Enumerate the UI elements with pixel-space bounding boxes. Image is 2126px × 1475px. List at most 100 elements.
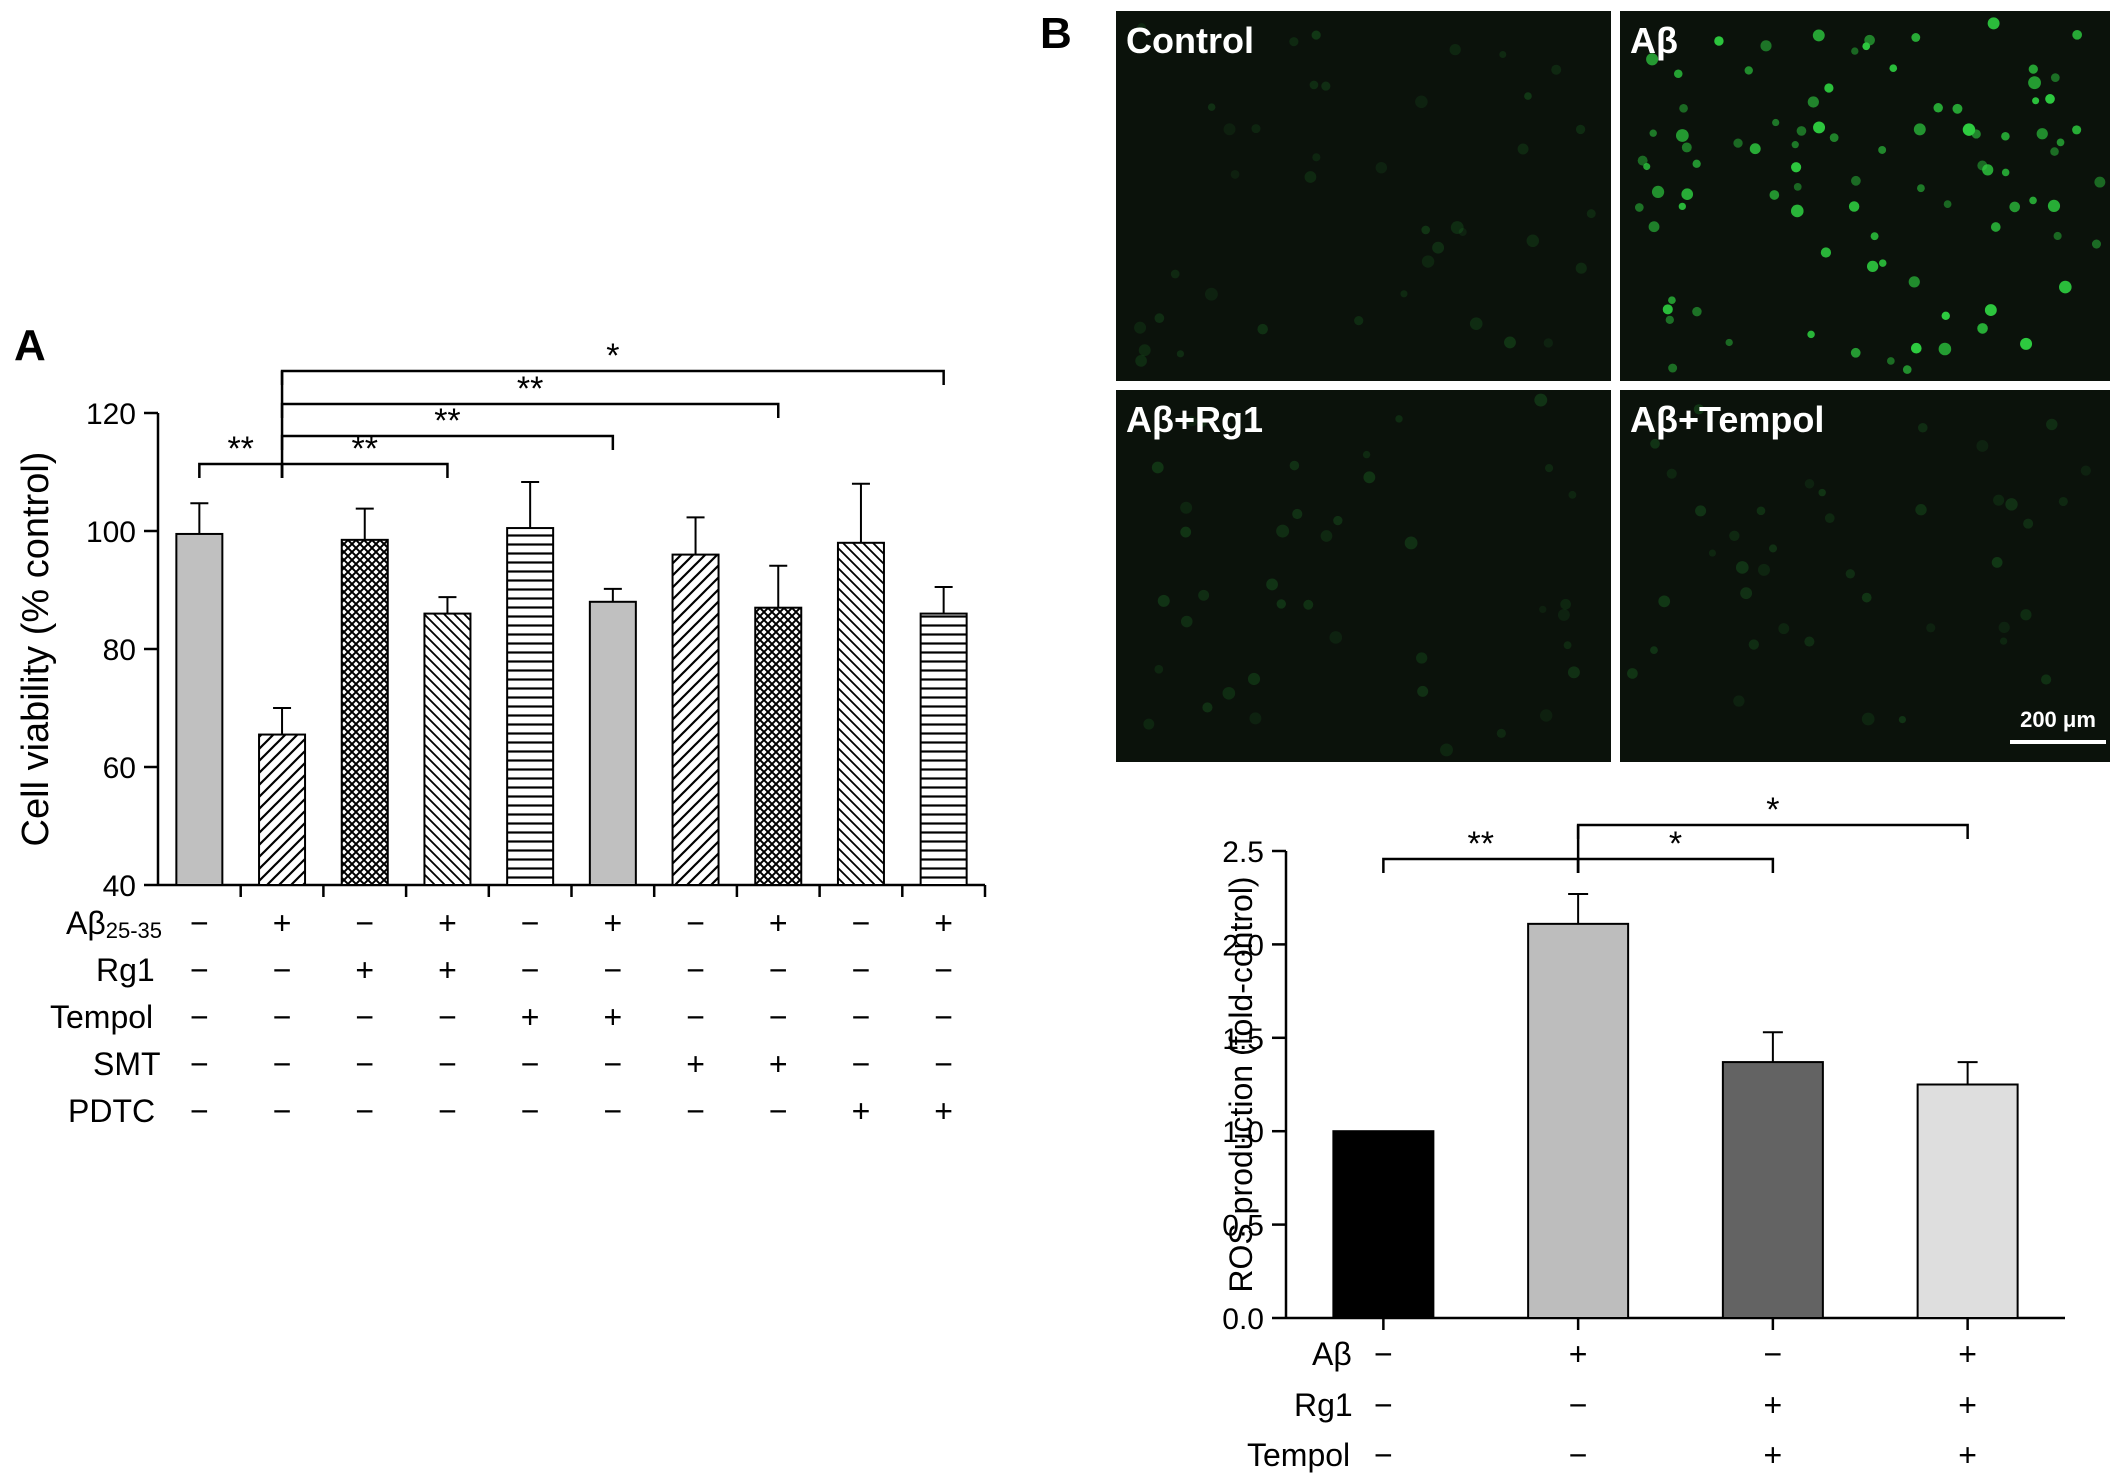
treatment-row-label: Rg1	[1294, 1387, 1353, 1423]
treatment-sign: −	[1569, 1437, 1588, 1473]
cell-signal	[2046, 418, 2058, 431]
cell-signal	[1415, 95, 1428, 109]
micrograph-image	[1620, 390, 2110, 762]
cell-signal	[2050, 147, 2059, 156]
cell-signal	[1943, 200, 1952, 208]
treatment-row-label: PDTC	[68, 1093, 155, 1129]
treatment-sign: +	[852, 1093, 871, 1129]
y-tick-label: 80	[103, 634, 136, 667]
cell-signal	[1666, 468, 1677, 479]
cell-signal	[1650, 438, 1660, 449]
cell-signal	[1138, 344, 1151, 357]
treatment-row-label: Tempol	[1247, 1437, 1350, 1473]
cell-signal	[1560, 598, 1571, 610]
cell-signal	[1650, 646, 1658, 655]
cell-signal	[1898, 715, 1907, 724]
bar	[423, 612, 472, 886]
cell-signal	[1977, 323, 1988, 334]
cell-signal	[2058, 496, 2068, 507]
cell-signal	[1662, 304, 1673, 315]
cell-signal	[1902, 365, 1912, 374]
cell-signal	[1197, 417, 1207, 428]
cell-signal	[1563, 641, 1572, 650]
cell-signal	[1649, 129, 1657, 137]
cell-signal	[1708, 549, 1717, 557]
bar	[671, 553, 720, 886]
cell-signal	[1524, 92, 1532, 100]
cell-signal	[1186, 415, 1198, 427]
cell-signal	[1304, 171, 1317, 183]
cell-signal	[1333, 515, 1343, 526]
cell-signal	[1769, 544, 1778, 553]
cell-signal	[1917, 184, 1925, 193]
treatment-sign: −	[604, 1046, 623, 1082]
cell-signal	[2001, 131, 2010, 141]
cell-signal	[1417, 685, 1429, 697]
cell-signal	[1952, 103, 1963, 114]
treatment-sign: −	[190, 952, 209, 988]
cell-signal	[1575, 124, 1586, 135]
micrograph-panel: Aβ	[1620, 11, 2110, 381]
cell-signal	[1926, 623, 1936, 633]
cell-signal	[1504, 336, 1516, 349]
cell-signal	[2028, 64, 2038, 74]
treatment-sign: +	[1569, 1336, 1588, 1372]
cell-signal	[2072, 125, 2082, 135]
cell-signal	[1539, 709, 1553, 722]
micrograph-image	[1116, 11, 1611, 381]
cell-signal	[2045, 94, 2055, 104]
treatment-sign: −	[273, 999, 292, 1035]
bar	[1527, 922, 1630, 1319]
cell-signal	[1804, 479, 1815, 489]
cell-signal	[1878, 259, 1887, 267]
cell-signal	[1772, 118, 1780, 127]
cell-signal	[1251, 124, 1261, 134]
cell-signal	[1740, 587, 1753, 600]
cell-signal	[1915, 504, 1927, 516]
y-tick-label: 40	[103, 870, 136, 903]
treatment-sign: −	[438, 1093, 457, 1129]
cell-signal	[1850, 347, 1861, 358]
treatment-sign: −	[273, 1046, 292, 1082]
y-tick-label: 100	[86, 516, 136, 549]
cell-signal	[2036, 128, 2048, 140]
treatment-sign: +	[686, 1046, 705, 1082]
cell-signal	[1276, 599, 1286, 609]
y-axis-title: Cell viability (% control)	[15, 452, 57, 847]
treatment-sign: +	[769, 905, 788, 941]
cell-signal	[1668, 296, 1676, 305]
cell-signal	[1845, 569, 1856, 579]
cell-signal	[1878, 145, 1887, 154]
cell-signal	[1911, 33, 1921, 42]
cell-signal	[1586, 209, 1596, 219]
cell-signal	[1222, 686, 1236, 700]
cell-signal	[1517, 143, 1529, 155]
cell-signal	[1982, 164, 1994, 176]
cell-signal	[1543, 338, 1554, 348]
cell-signal	[1733, 695, 1745, 707]
cell-signal	[1202, 702, 1213, 713]
cell-signal	[1362, 450, 1371, 459]
cell-signal	[2094, 176, 2106, 188]
cell-signal	[2032, 97, 2040, 105]
treatment-sign: −	[190, 1046, 209, 1082]
cell-signal	[1496, 728, 1506, 738]
bar	[1721, 1061, 1824, 1319]
cell-signal	[1568, 490, 1577, 499]
cell-signal	[1627, 668, 1638, 679]
treatment-row-label: Rg1	[96, 952, 155, 988]
bar	[836, 541, 885, 886]
cell-signal	[1539, 605, 1547, 614]
treatment-sign: +	[604, 999, 623, 1035]
cell-signal	[1276, 524, 1290, 538]
cell-signal	[1416, 652, 1428, 664]
cell-signal	[1309, 80, 1319, 90]
cell-signal	[2050, 73, 2060, 82]
cell-signal	[1204, 287, 1218, 301]
cell-signal	[1311, 30, 1321, 40]
cell-signal	[2041, 674, 2052, 685]
cell-signal	[1458, 227, 1467, 237]
cell-signal	[1363, 471, 1376, 484]
chart-b-ros-production: 0.0 0.5 1.0 1.5 2.0 2.5 ROS production (fold-c…	[1222, 791, 2065, 1473]
